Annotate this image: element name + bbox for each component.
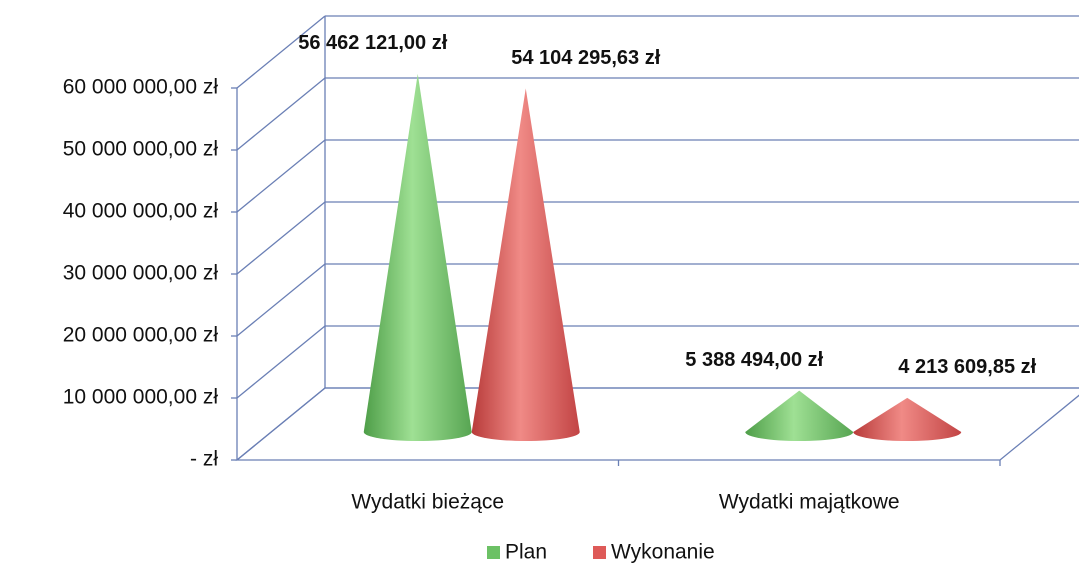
legend-label: Wykonanie [611, 541, 715, 564]
grid-line [236, 77, 326, 151]
value-label: 54 104 295,63 zł [511, 47, 660, 69]
floor [235, 387, 1079, 461]
cone [471, 88, 580, 441]
x-tick-label: Wydatki majątkowe [719, 491, 900, 514]
grid-line [236, 139, 326, 213]
grid-line [236, 201, 326, 275]
legend-swatch [487, 546, 500, 559]
y-tick-label: 10 000 000,00 zł [63, 386, 219, 409]
grid-line [236, 325, 326, 399]
y-tick-label: - zł [190, 448, 218, 471]
cone [745, 390, 854, 441]
y-tick-label: 50 000 000,00 zł [63, 138, 219, 161]
y-tick-label: 40 000 000,00 zł [63, 200, 219, 223]
grid-line [236, 263, 326, 337]
y-tick-label: 30 000 000,00 zł [63, 262, 219, 285]
y-tick-label: 20 000 000,00 zł [63, 324, 219, 347]
value-label: 5 388 494,00 zł [685, 349, 823, 371]
grid-line [236, 15, 326, 89]
value-label: 4 213 609,85 zł [898, 356, 1036, 378]
cone [363, 73, 472, 442]
legend-label: Plan [505, 541, 547, 564]
x-tick-label: Wydatki bieżące [351, 491, 504, 514]
y-tick-label: 60 000 000,00 zł [63, 76, 219, 99]
cone [853, 397, 962, 441]
legend-swatch [593, 546, 606, 559]
grid-line [236, 387, 326, 461]
value-label: 56 462 121,00 zł [298, 32, 447, 54]
